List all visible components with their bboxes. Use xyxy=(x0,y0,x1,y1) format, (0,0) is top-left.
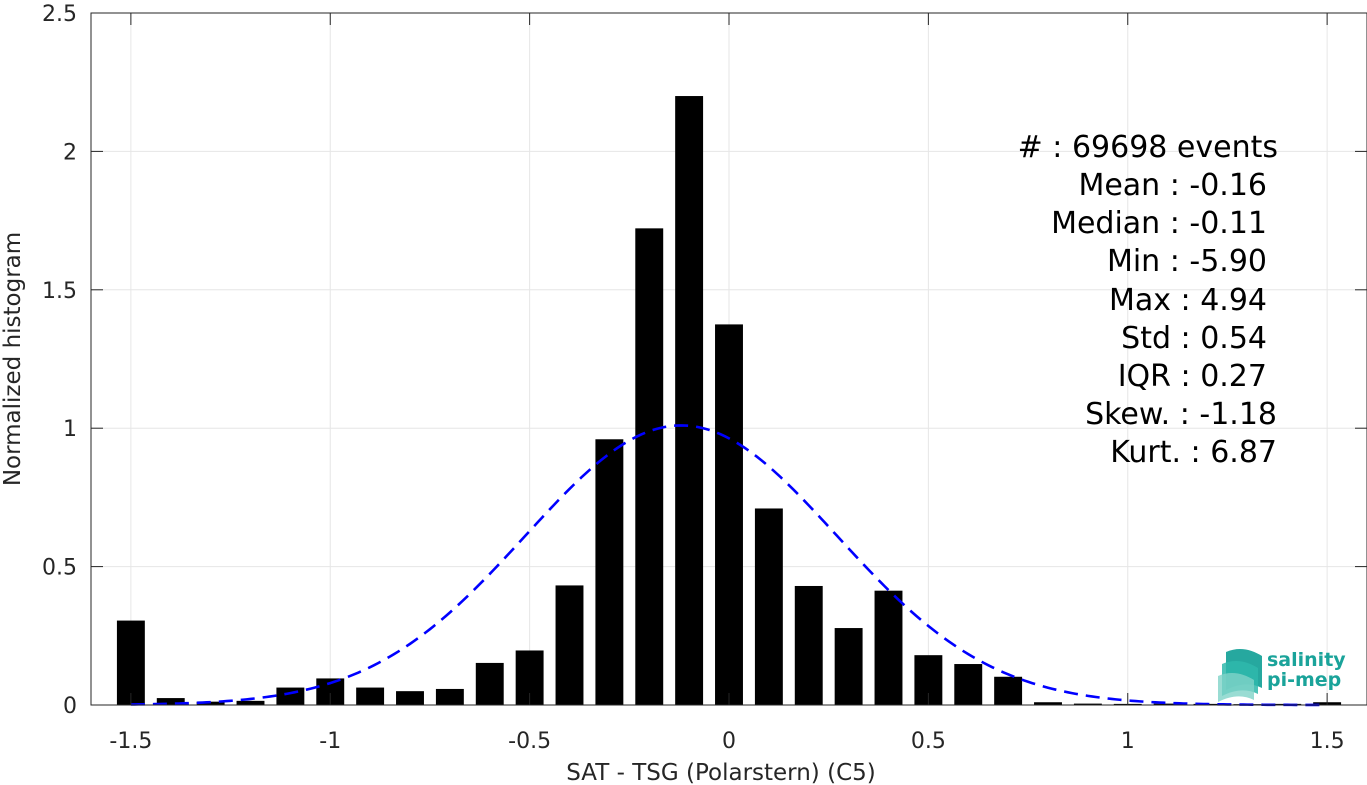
histogram-bar xyxy=(675,96,704,706)
histogram-bar xyxy=(236,700,265,705)
y-tick-label: 2 xyxy=(63,140,77,165)
x-tick-label: -1 xyxy=(319,729,341,754)
y-tick-label: 2.5 xyxy=(42,2,77,27)
histogram-bar xyxy=(1034,702,1062,705)
stat-iqr: IQR : 0.27 xyxy=(1118,359,1267,394)
y-axis-title: Normalized histogram xyxy=(0,232,26,486)
y-tick-label: 0.5 xyxy=(42,556,77,581)
stat-median: Median : -0.11 xyxy=(1051,206,1267,241)
y-tick-label: 1.5 xyxy=(42,279,77,304)
x-tick-label: 1 xyxy=(1121,729,1135,754)
x-tick-label: 0 xyxy=(722,729,736,754)
histogram-bar xyxy=(834,628,863,705)
histogram-bar xyxy=(635,228,664,705)
normal-fit-curve xyxy=(130,424,1328,707)
stat-min: Min : -5.90 xyxy=(1107,244,1267,279)
logo-line-2: pi-mep xyxy=(1267,669,1341,691)
statistics-annotation: # : 69698 events Mean : -0.16 Median : -… xyxy=(1018,130,1278,470)
histogram-bar xyxy=(874,590,903,705)
stat-kurt: Kurt. : 6.87 xyxy=(1110,435,1277,470)
histogram-bar xyxy=(754,508,783,705)
histogram-bar xyxy=(595,439,624,705)
histogram-bar xyxy=(475,662,504,705)
x-axis-title: SAT - TSG (Polarstern) (C5) xyxy=(566,760,875,785)
histogram-bar xyxy=(794,585,823,705)
histogram-bar xyxy=(396,691,424,705)
histogram-bar xyxy=(276,687,305,705)
stat-std: Std : 0.54 xyxy=(1121,321,1267,356)
y-tick-labels: 0 0.5 1 1.5 2 2.5 xyxy=(42,2,77,719)
x-tick-label: 1.5 xyxy=(1310,729,1345,754)
histogram-bar xyxy=(954,664,983,705)
stat-mean: Mean : -0.16 xyxy=(1078,168,1267,203)
salinity-pimep-logo: salinity pi-mep xyxy=(1218,649,1346,702)
x-tick-label: -0.5 xyxy=(508,729,551,754)
wave-icon xyxy=(1218,649,1262,702)
histogram-bar xyxy=(356,687,385,705)
histogram-bar xyxy=(1073,703,1102,705)
logo-line-1: salinity xyxy=(1267,649,1346,671)
stat-max: Max : 4.94 xyxy=(1109,283,1267,318)
x-tick-labels: -1.5 -1 -0.5 0 0.5 1 1.5 xyxy=(109,729,1344,754)
x-tick-label: 0.5 xyxy=(911,729,946,754)
stat-events: # : 69698 events xyxy=(1018,130,1278,165)
histogram-bar xyxy=(435,688,464,705)
histogram-bar xyxy=(1153,703,1182,705)
x-tick-label: -1.5 xyxy=(109,729,152,754)
axis-ticks xyxy=(91,12,1367,706)
histogram-bar xyxy=(156,698,185,705)
histogram-bar xyxy=(994,676,1023,705)
y-tick-label: 0 xyxy=(63,694,77,719)
y-tick-label: 1 xyxy=(63,417,77,442)
histogram-bar xyxy=(555,585,584,705)
histogram-bar xyxy=(715,324,743,705)
stat-skew: Skew. : -1.18 xyxy=(1085,397,1277,432)
histogram-bar xyxy=(116,620,145,705)
